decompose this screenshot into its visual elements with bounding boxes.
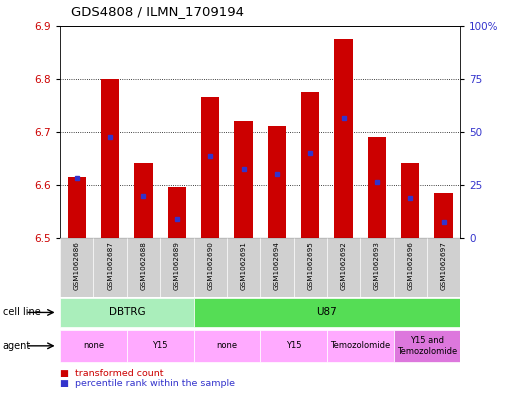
Text: Y15 and
Temozolomide: Y15 and Temozolomide [397,336,457,356]
Text: cell line: cell line [3,307,40,318]
Bar [194,298,460,327]
Text: ■  percentile rank within the sample: ■ percentile rank within the sample [60,380,235,388]
Text: GSM1062689: GSM1062689 [174,242,180,290]
Bar [293,238,327,297]
Bar [435,193,453,238]
Bar [260,330,327,362]
Text: GSM1062688: GSM1062688 [141,242,146,290]
Bar [101,79,119,238]
Bar [67,177,86,238]
Bar [360,238,393,297]
Text: Y15: Y15 [152,342,168,350]
Bar [268,127,286,238]
Bar [394,330,460,362]
Bar [60,238,94,297]
Text: DBTRG: DBTRG [108,307,145,318]
Bar [394,238,427,297]
Text: agent: agent [3,341,31,351]
Bar [427,238,460,297]
Bar [168,187,186,238]
Bar [60,330,127,362]
Bar [127,330,194,362]
Text: GSM1062695: GSM1062695 [307,242,313,290]
Text: none: none [83,342,104,350]
Text: U87: U87 [316,307,337,318]
Bar [201,97,219,238]
Bar [227,238,260,297]
Bar [327,238,360,297]
Bar [368,137,386,238]
Bar [134,163,153,238]
Bar [194,238,227,297]
Text: ■  transformed count: ■ transformed count [60,369,164,378]
Text: GSM1062687: GSM1062687 [107,242,113,290]
Text: GSM1062692: GSM1062692 [340,242,347,290]
Bar [327,330,393,362]
Text: GSM1062696: GSM1062696 [407,242,413,290]
Text: Temozolomide: Temozolomide [330,342,390,350]
Bar [334,39,353,238]
Bar [401,163,419,238]
Text: GDS4808 / ILMN_1709194: GDS4808 / ILMN_1709194 [71,5,244,18]
Bar [94,238,127,297]
Bar [60,298,194,327]
Text: GSM1062691: GSM1062691 [241,242,246,290]
Text: GSM1062697: GSM1062697 [440,242,447,290]
Text: GSM1062686: GSM1062686 [74,242,80,290]
Bar [260,238,293,297]
Bar [194,330,260,362]
Bar [234,121,253,238]
Bar [301,92,320,238]
Text: none: none [217,342,237,350]
Text: Y15: Y15 [286,342,301,350]
Bar [127,238,160,297]
Text: GSM1062694: GSM1062694 [274,242,280,290]
Text: GSM1062693: GSM1062693 [374,242,380,290]
Bar [160,238,194,297]
Text: GSM1062690: GSM1062690 [207,242,213,290]
